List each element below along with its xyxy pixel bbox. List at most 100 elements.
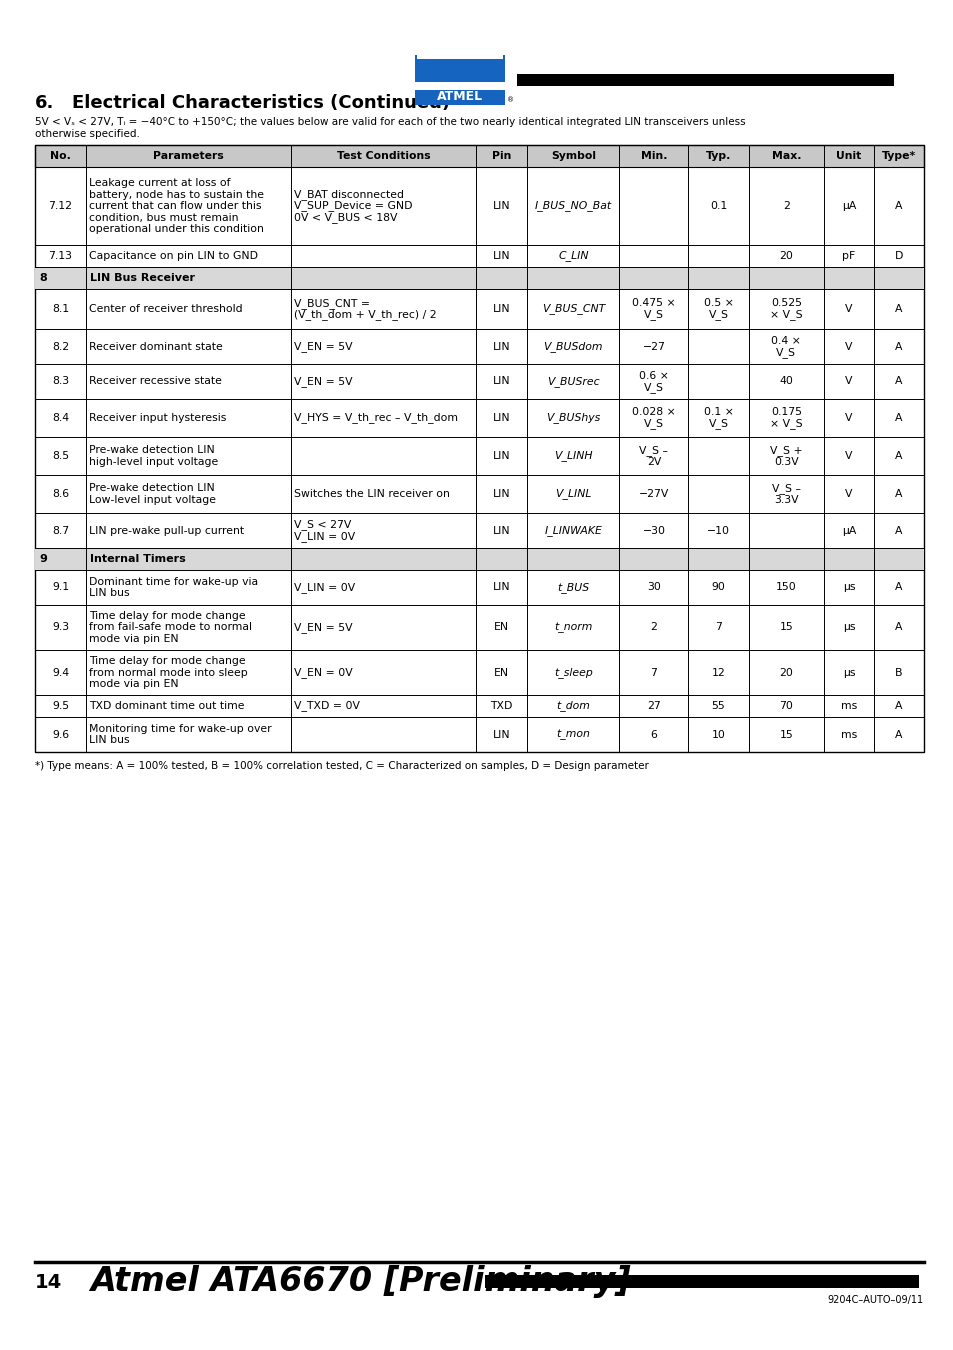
Text: 15: 15 (779, 729, 792, 740)
Text: 55: 55 (711, 701, 724, 711)
Text: LIN: LIN (493, 729, 510, 740)
Text: LIN: LIN (493, 489, 510, 500)
Text: V_S: V_S (708, 309, 728, 320)
Text: V: V (844, 413, 852, 423)
Text: V_BAT disconnected: V_BAT disconnected (294, 189, 404, 200)
Text: LIN: LIN (493, 251, 510, 261)
Text: μA: μA (841, 201, 856, 211)
Text: 7.12: 7.12 (49, 201, 72, 211)
Text: Internal Timers: Internal Timers (90, 554, 186, 564)
Text: 0.1 ×: 0.1 × (702, 408, 733, 417)
Bar (415, 82, 504, 90)
Text: 8.6: 8.6 (51, 489, 69, 500)
Text: otherwise specified.: otherwise specified. (35, 130, 140, 139)
Bar (35, 144, 923, 752)
Text: A: A (894, 342, 902, 351)
Text: ®: ® (506, 97, 514, 103)
Text: V_BUS_CNT =: V_BUS_CNT = (294, 298, 370, 309)
Text: V_S –: V_S – (771, 483, 800, 494)
Text: LIN: LIN (493, 525, 510, 536)
Text: 0.475 ×: 0.475 × (632, 298, 675, 308)
Text: Pre-wake detection LIN: Pre-wake detection LIN (89, 446, 214, 455)
Text: I_LINWAKE: I_LINWAKE (544, 525, 601, 536)
Text: Time delay for mode change: Time delay for mode change (89, 612, 245, 621)
Text: Monitoring time for wake-up over: Monitoring time for wake-up over (89, 724, 272, 734)
Text: −27V: −27V (639, 489, 668, 500)
Text: 9.3: 9.3 (51, 622, 69, 633)
Text: battery, node has to sustain the: battery, node has to sustain the (89, 189, 264, 200)
Text: 2V: 2V (646, 456, 660, 467)
Text: Receiver input hysteresis: Receiver input hysteresis (89, 413, 226, 423)
Text: B: B (894, 667, 902, 678)
Text: Typ.: Typ. (705, 151, 730, 161)
Text: V_BUSrec: V_BUSrec (546, 377, 599, 387)
Text: 150: 150 (775, 582, 796, 593)
Text: 7: 7 (715, 622, 721, 633)
Text: Dominant time for wake-up via: Dominant time for wake-up via (89, 576, 257, 587)
Text: LIN: LIN (493, 342, 510, 351)
Text: operational under this condition: operational under this condition (89, 224, 264, 234)
Text: Electrical Characteristics (Continued): Electrical Characteristics (Continued) (71, 95, 450, 112)
Text: V_EN = 5V: V_EN = 5V (294, 622, 353, 633)
Bar (35, 144, 923, 167)
Text: pF: pF (841, 251, 855, 261)
Text: LIN bus: LIN bus (89, 736, 130, 745)
Text: μs: μs (841, 667, 855, 678)
Text: 30: 30 (646, 582, 660, 593)
Text: t_BUS: t_BUS (557, 582, 589, 593)
Text: No.: No. (50, 151, 71, 161)
Text: Max.: Max. (771, 151, 801, 161)
Text: A: A (894, 304, 902, 315)
Text: 8.3: 8.3 (51, 377, 69, 386)
Text: EN: EN (494, 667, 509, 678)
Text: Receiver dominant state: Receiver dominant state (89, 342, 222, 351)
Text: 6: 6 (650, 729, 657, 740)
Text: V_HYS = V_th_rec – V_th_dom: V_HYS = V_th_rec – V_th_dom (294, 413, 458, 424)
Text: 0.3V: 0.3V (773, 456, 798, 467)
Text: C_LIN: C_LIN (558, 251, 588, 262)
Text: × V_S: × V_S (769, 418, 801, 429)
Text: Receiver recessive state: Receiver recessive state (89, 377, 221, 386)
Text: V_EN = 0V: V_EN = 0V (294, 667, 353, 678)
Text: t_dom: t_dom (556, 701, 590, 711)
Text: Atmel ATA6670 [Preliminary]: Atmel ATA6670 [Preliminary] (90, 1265, 630, 1299)
Text: −30: −30 (641, 525, 664, 536)
Bar (35, 267, 923, 289)
Text: 3.3V: 3.3V (773, 494, 798, 505)
Text: A: A (894, 451, 902, 460)
Text: 0.175: 0.175 (770, 408, 801, 417)
Text: 0.4 ×: 0.4 × (771, 336, 801, 346)
Text: A: A (894, 582, 902, 593)
Text: A: A (894, 701, 902, 711)
Text: LIN bus: LIN bus (89, 589, 130, 598)
Text: V_TXD = 0V: V_TXD = 0V (294, 701, 360, 711)
Text: LIN: LIN (493, 413, 510, 423)
Text: high-level input voltage: high-level input voltage (89, 456, 218, 467)
Text: I_BUS_NO_Bat: I_BUS_NO_Bat (535, 201, 611, 212)
Text: from fail-safe mode to normal: from fail-safe mode to normal (89, 622, 252, 633)
Text: V_S: V_S (776, 347, 796, 358)
Text: LIN: LIN (493, 582, 510, 593)
Text: V_LIN = 0V: V_LIN = 0V (294, 582, 355, 593)
Text: Unit: Unit (836, 151, 861, 161)
Text: current that can flow under this: current that can flow under this (89, 201, 261, 211)
Text: V_S: V_S (708, 418, 728, 429)
Text: ms: ms (840, 701, 857, 711)
Text: Pin: Pin (492, 151, 511, 161)
Text: 8.4: 8.4 (51, 413, 69, 423)
Text: t_norm: t_norm (554, 622, 592, 633)
Text: Time delay for mode change: Time delay for mode change (89, 656, 245, 666)
Text: V_EN = 5V: V_EN = 5V (294, 342, 353, 352)
Text: −10: −10 (706, 525, 729, 536)
Text: V_SUP_Device = GND: V_SUP_Device = GND (294, 201, 413, 212)
Text: A: A (894, 413, 902, 423)
Bar (35, 548, 923, 570)
Text: −27: −27 (641, 342, 664, 351)
Text: Min.: Min. (640, 151, 666, 161)
Text: 12: 12 (711, 667, 724, 678)
Text: 9.6: 9.6 (51, 729, 69, 740)
Text: from normal mode into sleep: from normal mode into sleep (89, 667, 248, 678)
Text: μs: μs (841, 622, 855, 633)
Text: D: D (894, 251, 902, 261)
Bar (517, 74, 893, 86)
